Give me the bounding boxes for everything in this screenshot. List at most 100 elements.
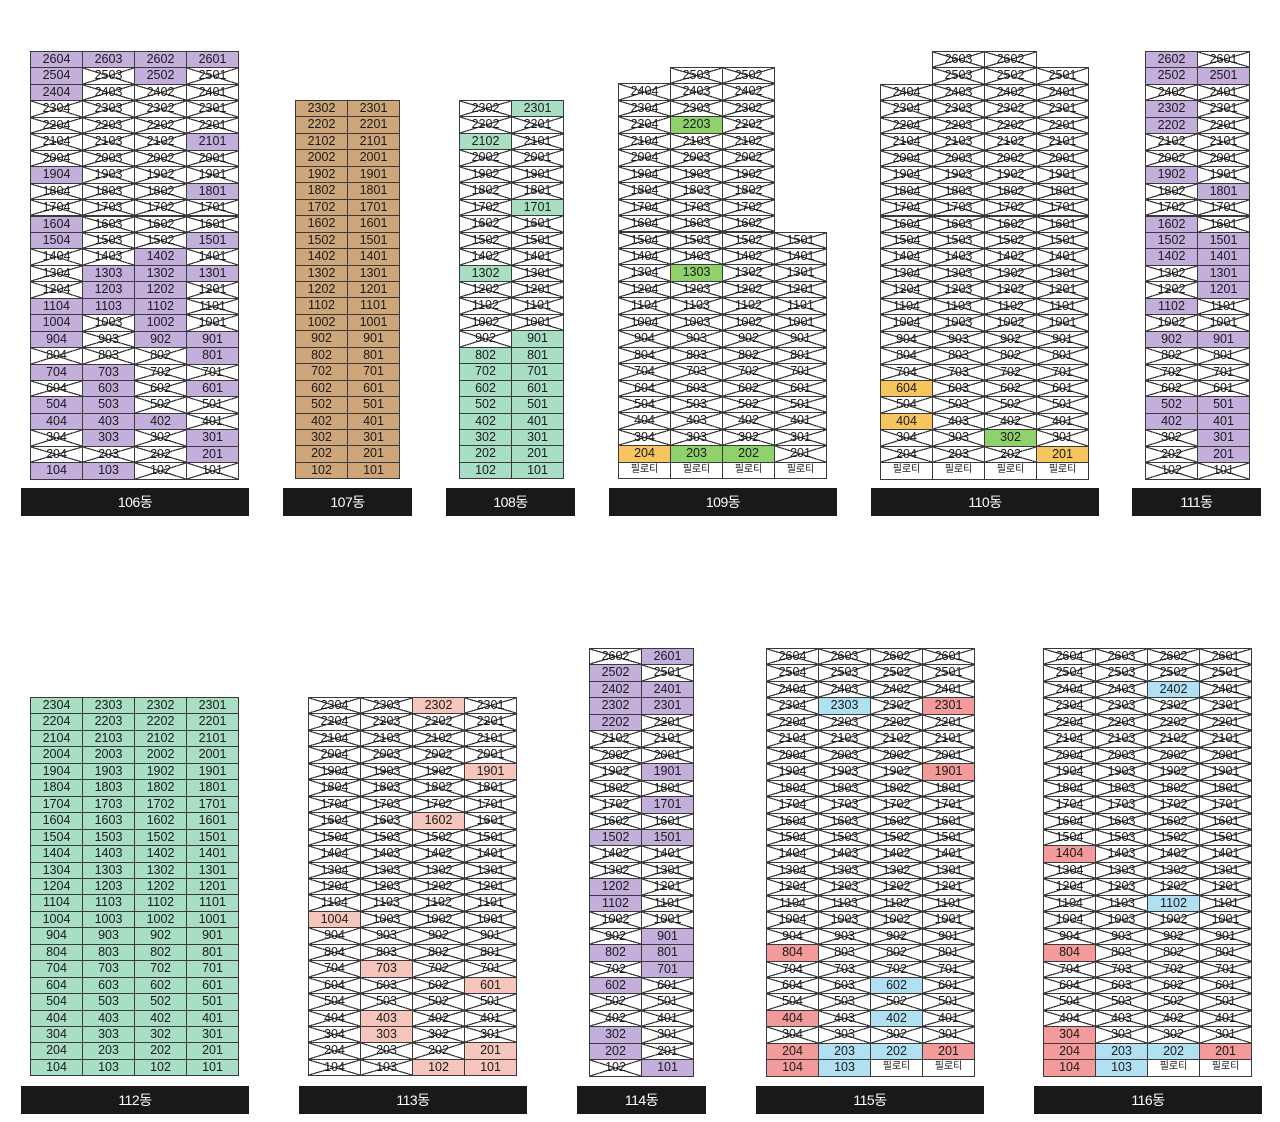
unit-cell: 904 [308, 927, 361, 945]
unit-cell: 401 [347, 413, 400, 430]
unit-cell: 2304 [618, 100, 671, 117]
unit-cell: 1803 [932, 183, 985, 200]
unit-cell: 2001 [186, 746, 239, 764]
unit-cell: 203 [670, 445, 723, 463]
unit-cell: 503 [82, 396, 135, 414]
unit-cell: 101 [511, 462, 564, 479]
unit-cell: 203 [360, 1042, 413, 1060]
unit-cell: 803 [932, 347, 985, 365]
unit-cell: 1601 [1197, 216, 1250, 233]
unit-cell: 1104 [880, 298, 933, 315]
unit-cell: 1501 [186, 829, 239, 846]
unit-cell: 1002 [1147, 911, 1200, 929]
unit-cell: 301 [1036, 429, 1089, 447]
unit-cell: 301 [774, 429, 827, 446]
unit-cell: 1101 [511, 297, 564, 315]
unit-cell: 602 [870, 977, 923, 994]
unit-cell: 1904 [30, 166, 83, 184]
unit-cell: 2004 [1043, 747, 1096, 764]
unit-cell: 1401 [1036, 248, 1089, 266]
unit-cell: 1502 [295, 232, 348, 249]
unit-cell: 1903 [932, 166, 985, 184]
unit-cell: 304 [880, 429, 933, 447]
unit-cell: 1802 [134, 183, 187, 200]
unit-cell: 1104 [618, 297, 671, 315]
unit-cell: 1301 [186, 265, 239, 282]
unit-cell: 2002 [134, 746, 187, 764]
unit-cell: 1302 [134, 862, 187, 879]
unit-cell: 2203 [360, 713, 413, 731]
unit-cell: 1603 [360, 812, 413, 830]
unit-cell: 2202 [589, 714, 642, 731]
unit-cell: 1302 [295, 265, 348, 282]
unit-cell: 2104 [308, 730, 361, 747]
unit-cell: 2103 [82, 133, 135, 151]
unit-cell: 2404 [1043, 681, 1096, 698]
unit-cell: 704 [308, 960, 361, 978]
unit-cell: 902 [1145, 331, 1198, 348]
unit-cell: 804 [308, 944, 361, 961]
unit-cell: 1101 [186, 298, 239, 315]
unit-cell: 1903 [360, 763, 413, 780]
unit-cell: 403 [932, 413, 985, 430]
unit-cell: 1404 [1043, 845, 1096, 863]
unit-cell: 2101 [464, 730, 517, 747]
unit-cell: 2201 [1199, 714, 1252, 731]
unit-cell: 1302 [984, 265, 1037, 282]
unit-cell: 2202 [870, 714, 923, 731]
unit-cell: 1002 [412, 911, 465, 928]
unit-cell: 2604 [1043, 648, 1096, 665]
building-label: 111동 [1132, 488, 1261, 516]
unit-cell: 1601 [347, 215, 400, 233]
unit-cell: 1803 [818, 780, 871, 797]
unit-cell: 1203 [670, 281, 723, 298]
unit-cell: 2301 [1199, 697, 1252, 715]
unit-cell: 1202 [134, 878, 187, 895]
unit-cell: 801 [1197, 347, 1250, 365]
unit-cell: 702 [295, 363, 348, 381]
unit-cell: 1101 [641, 895, 694, 912]
unit-cell: 2403 [82, 84, 135, 101]
unit-cell: 603 [82, 977, 135, 994]
unit-cell: 2603 [818, 648, 871, 665]
unit-cell: 1402 [412, 845, 465, 863]
unit-cell: 2002 [295, 149, 348, 167]
unit-cell: 102 [134, 462, 187, 480]
unit-cell: 301 [464, 1026, 517, 1043]
unit-cell: 1202 [459, 281, 512, 298]
unit-cell: 1101 [1036, 298, 1089, 315]
unit-cell: 302 [134, 1026, 187, 1043]
unit-cell: 1603 [82, 812, 135, 830]
unit-cell: 2202 [459, 116, 512, 134]
unit-cell: 701 [1197, 364, 1250, 381]
unit-cell: 1303 [1095, 862, 1148, 879]
unit-cell: 302 [984, 429, 1037, 447]
unit-cell: 702 [589, 961, 642, 978]
unit-cell: 1303 [360, 862, 413, 879]
unit-cell: 502 [412, 993, 465, 1011]
unit-cell: 701 [464, 960, 517, 978]
unit-cell: 1602 [412, 812, 465, 830]
unit-cell: 1402 [870, 845, 923, 863]
unit-cell: 1403 [818, 845, 871, 863]
unit-cell: 1503 [932, 232, 985, 249]
unit-cell: 1701 [511, 199, 564, 216]
unit-cell: 501 [511, 396, 564, 414]
unit-cell: 1601 [922, 813, 975, 830]
unit-cell: 1702 [984, 199, 1037, 216]
unit-cell: 2001 [1036, 150, 1089, 167]
unit-cell: 604 [1043, 977, 1096, 994]
unit-cell: 2102 [722, 133, 775, 150]
unit-cell: 1903 [818, 763, 871, 781]
unit-cell: 1004 [308, 911, 361, 928]
unit-cell: 1402 [459, 248, 512, 266]
unit-cell: 301 [922, 1026, 975, 1044]
unit-cell: 1103 [818, 895, 871, 912]
unit-cell: 1402 [1147, 845, 1200, 863]
unit-cell: 1804 [1043, 780, 1096, 797]
unit-cell: 2104 [30, 133, 83, 151]
unit-cell: 2102 [589, 730, 642, 748]
unit-cell: 1803 [360, 779, 413, 797]
unit-cell: 901 [464, 927, 517, 945]
unit-cell: 1302 [412, 862, 465, 879]
